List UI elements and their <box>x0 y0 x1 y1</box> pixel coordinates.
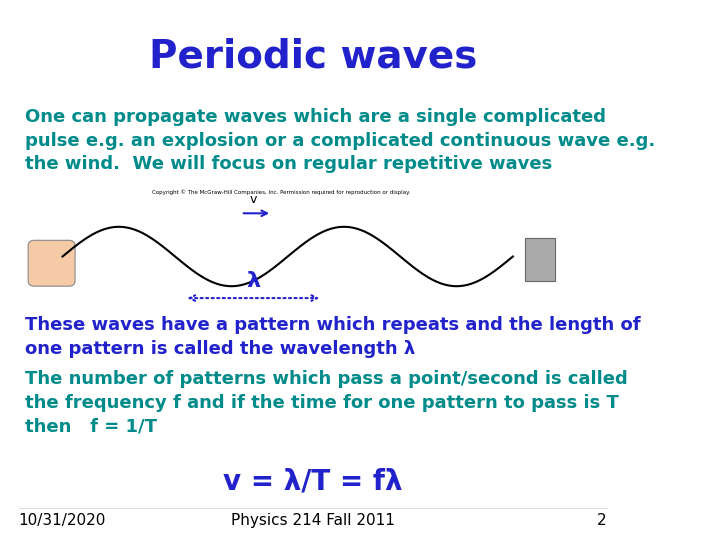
Text: Periodic waves: Periodic waves <box>148 38 477 76</box>
FancyBboxPatch shape <box>526 238 555 281</box>
Text: v = λ/T = fλ: v = λ/T = fλ <box>223 467 402 495</box>
Text: 2: 2 <box>597 513 607 528</box>
Text: The number of patterns which pass a point/second is called
the frequency f and i: The number of patterns which pass a poin… <box>25 370 628 435</box>
Text: 10/31/2020: 10/31/2020 <box>19 513 106 528</box>
Text: λ: λ <box>246 271 261 291</box>
Text: These waves have a pattern which repeats and the length of
one pattern is called: These waves have a pattern which repeats… <box>25 316 641 357</box>
Text: Copyright © The McGraw-Hill Companies, Inc. Permission required for reproduction: Copyright © The McGraw-Hill Companies, I… <box>152 190 410 195</box>
FancyBboxPatch shape <box>28 240 75 286</box>
Text: Physics 214 Fall 2011: Physics 214 Fall 2011 <box>231 513 395 528</box>
Text: v: v <box>250 193 257 206</box>
Text: One can propagate waves which are a single complicated
pulse e.g. an explosion o: One can propagate waves which are a sing… <box>25 108 655 173</box>
